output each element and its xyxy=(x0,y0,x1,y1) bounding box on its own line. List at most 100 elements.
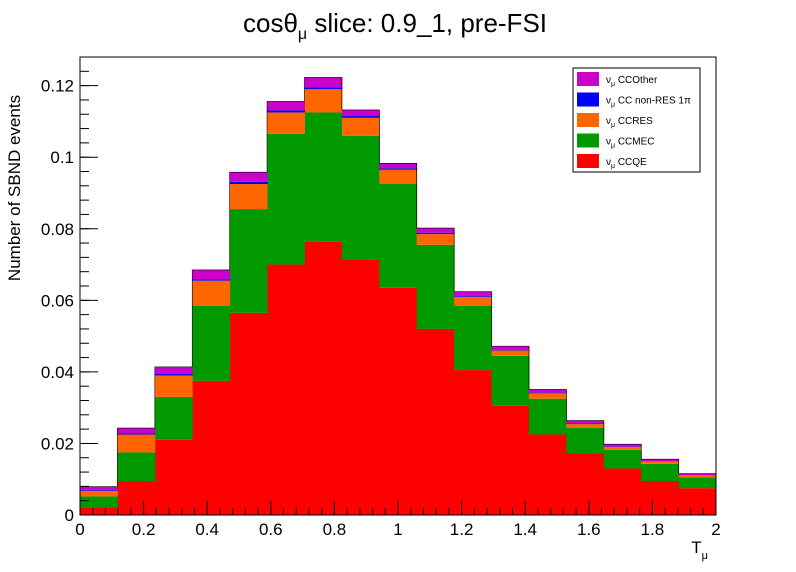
x-tick-label-2: 0.4 xyxy=(195,520,219,539)
x-tick-label-5: 1 xyxy=(393,520,402,539)
bar-3-13 xyxy=(566,423,605,425)
bar-3-7 xyxy=(341,116,380,118)
bar-1-12 xyxy=(528,398,567,435)
bar-0-14 xyxy=(603,468,642,515)
x-tick-label-4: 0.8 xyxy=(323,520,347,539)
bar-4-2 xyxy=(154,366,193,375)
y-tick-label-0: 0 xyxy=(65,506,74,525)
bar-1-1 xyxy=(117,452,156,482)
bar-4-9 xyxy=(416,228,455,233)
bar-4-1 xyxy=(117,428,156,434)
histogram-bars xyxy=(79,77,717,515)
legend-label-2: νμ CCRES xyxy=(606,116,653,129)
x-tick-label-6: 1.2 xyxy=(450,520,474,539)
bar-2-12 xyxy=(528,393,567,399)
bar-2-8 xyxy=(379,169,418,185)
x-tick-label-8: 1.6 xyxy=(577,520,601,539)
bar-2-0 xyxy=(80,491,118,497)
bar-1-7 xyxy=(341,135,380,260)
bar-3-10 xyxy=(454,295,493,297)
bar-4-4 xyxy=(229,172,268,182)
bar-2-10 xyxy=(454,296,493,306)
bar-3-9 xyxy=(416,232,455,235)
bar-1-15 xyxy=(641,463,680,482)
bar-4-6 xyxy=(304,77,343,88)
legend-swatch-0 xyxy=(577,154,599,168)
chart-title-rest: slice: 0.9_1, pre-FSI xyxy=(307,8,547,38)
bar-0-1 xyxy=(117,481,156,515)
stack-outline xyxy=(79,77,717,515)
y-axis-label: Number of SBND events xyxy=(5,95,24,281)
bar-1-10 xyxy=(454,305,493,371)
bar-2-4 xyxy=(229,184,268,210)
bar-2-13 xyxy=(566,424,605,428)
bar-4-12 xyxy=(528,389,567,393)
legend-label-3: νμ CC non-RES 1π xyxy=(606,96,691,109)
bar-0-3 xyxy=(192,380,231,515)
bar-2-14 xyxy=(603,447,642,450)
bar-4-11 xyxy=(491,346,530,350)
x-tick-label-0: 0 xyxy=(75,520,84,539)
bar-1-3 xyxy=(192,305,231,381)
bar-2-11 xyxy=(491,350,530,356)
bar-3-4 xyxy=(229,181,268,185)
bar-4-7 xyxy=(341,109,380,117)
bar-0-11 xyxy=(491,405,530,515)
bar-0-15 xyxy=(641,481,680,515)
legend-label-1: νμ CCMEC xyxy=(606,137,655,150)
legend-swatch-3 xyxy=(577,92,599,107)
bar-2-9 xyxy=(416,234,455,245)
x-axis-label-sub: μ xyxy=(702,550,708,562)
bar-3-0 xyxy=(80,490,118,492)
bar-4-3 xyxy=(192,269,231,280)
bar-1-8 xyxy=(379,184,418,288)
bar-0-8 xyxy=(379,287,418,515)
bar-4-13 xyxy=(566,420,605,424)
bar-2-15 xyxy=(641,461,680,464)
legend: νμ CCOther νμ CC non-RES 1π νμ CCRES νμ CCM… xyxy=(572,67,701,173)
legend-swatch-2 xyxy=(577,113,599,127)
legend-swatch-4 xyxy=(577,72,599,86)
bar-1-6 xyxy=(304,112,343,242)
y-tick-label-6: 0.12 xyxy=(41,77,74,96)
bar-1-13 xyxy=(566,427,605,454)
legend-label-4: νμ CCOther xyxy=(606,75,658,88)
axes: 0 0.02 0.04 0.06 0.08 0.1 0.12 0 0.2 0.4 0.6 0.8 1 1.… xyxy=(41,56,721,539)
bar-4-0 xyxy=(80,486,118,491)
y-tick-label-2: 0.04 xyxy=(41,363,74,382)
bar-1-4 xyxy=(229,209,268,313)
bar-0-12 xyxy=(528,434,567,515)
bar-3-3 xyxy=(192,279,231,281)
bar-2-6 xyxy=(304,89,343,113)
x-tick-label-9: 1.8 xyxy=(641,520,665,539)
y-tick-label-1: 0.02 xyxy=(41,434,74,453)
x-tick-label-10: 2 xyxy=(711,520,720,539)
chart-title-main: cosθ xyxy=(243,8,298,38)
bar-2-2 xyxy=(154,375,193,397)
bar-3-5 xyxy=(267,110,305,113)
bar-0-0 xyxy=(80,507,118,515)
bar-2-5 xyxy=(267,112,305,134)
bar-0-5 xyxy=(267,264,305,515)
x-axis-label-main: T xyxy=(691,538,701,557)
bar-3-6 xyxy=(304,87,343,90)
bar-4-14 xyxy=(603,444,642,447)
y-tick-label-3: 0.06 xyxy=(41,291,74,310)
chart-title: cosθμ slice: 0.9_1, pre-FSI xyxy=(243,8,547,43)
bar-4-5 xyxy=(267,101,305,111)
bar-0-4 xyxy=(229,312,268,515)
bar-4-16 xyxy=(678,473,717,476)
bar-0-13 xyxy=(566,453,605,515)
bar-3-2 xyxy=(154,374,193,376)
bar-0-10 xyxy=(454,370,493,515)
bar-4-8 xyxy=(379,163,418,169)
bar-0-9 xyxy=(416,328,455,515)
bar-0-2 xyxy=(154,439,193,515)
bar-4-15 xyxy=(641,459,680,462)
bar-2-7 xyxy=(341,117,380,136)
bar-0-16 xyxy=(678,488,717,515)
legend-swatch-1 xyxy=(577,133,599,148)
y-tick-label-5: 0.1 xyxy=(50,148,74,167)
bar-3-1 xyxy=(117,433,156,435)
